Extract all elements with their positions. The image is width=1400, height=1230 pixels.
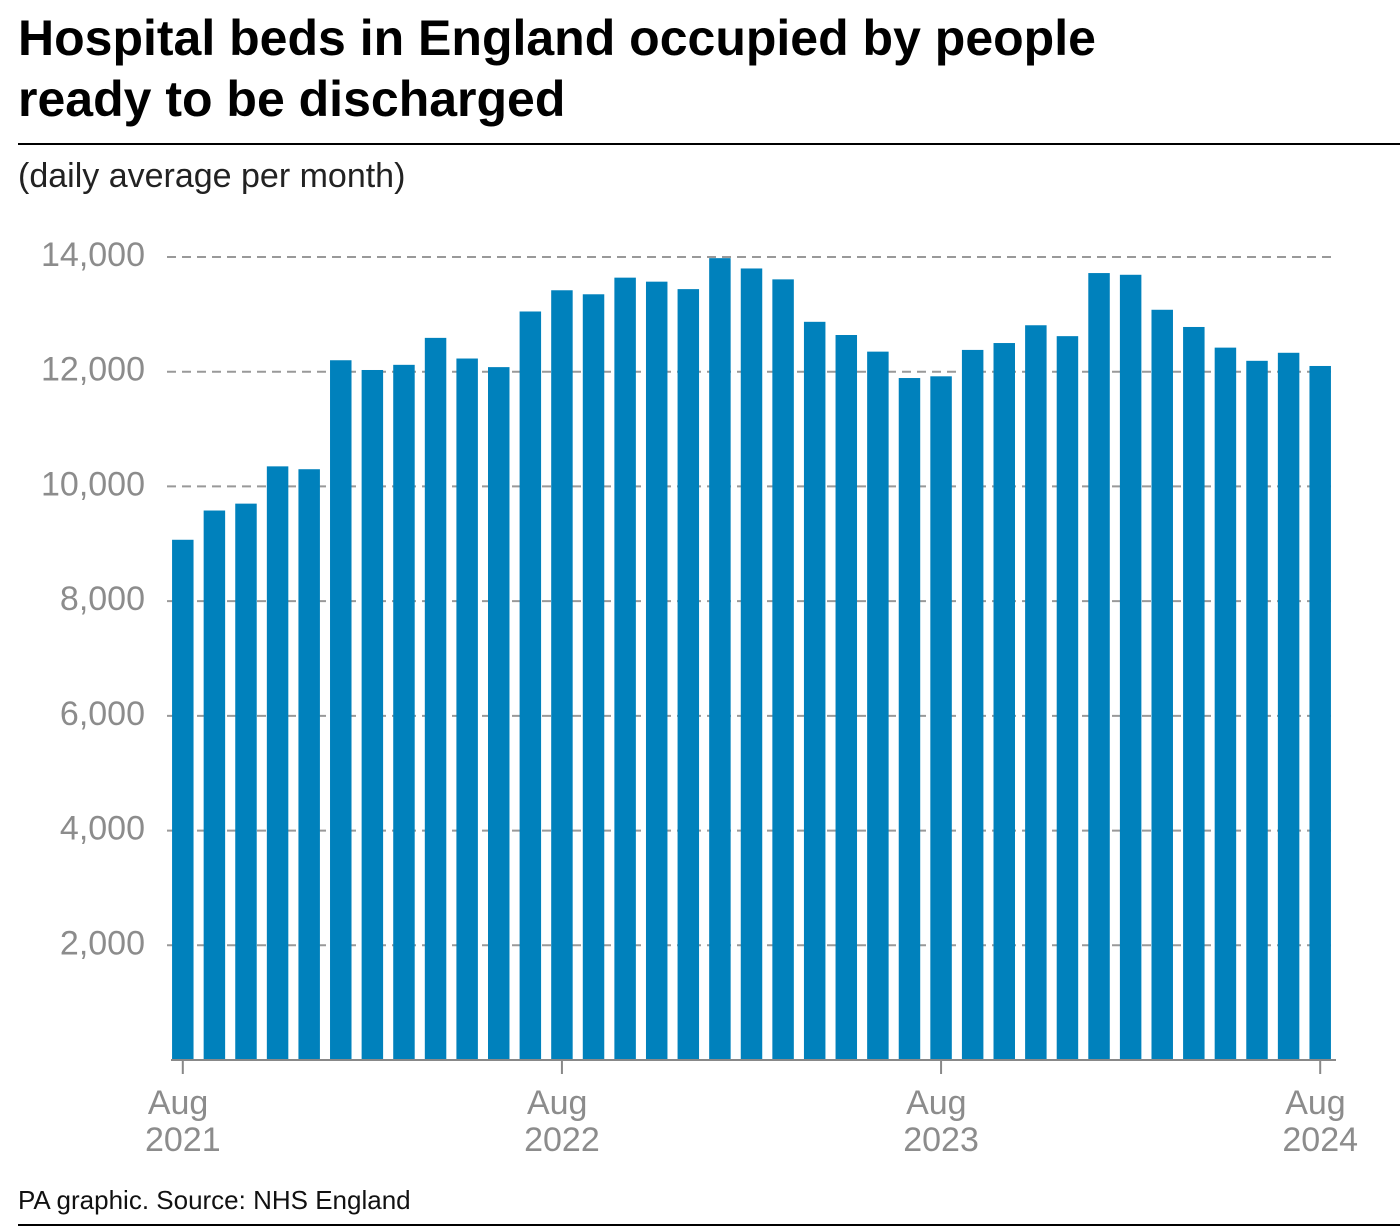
bar	[203, 510, 226, 1061]
bar	[298, 469, 320, 1060]
x-tick-label: Aug 2023	[903, 1084, 979, 1159]
y-tick-label: 10,000	[41, 465, 145, 503]
bar	[1088, 273, 1110, 1060]
x-tick-label: Aug 2024	[1282, 1084, 1358, 1159]
chart-title-line-1: Hospital beds in England occupied by peo…	[18, 10, 1096, 66]
bar	[740, 268, 763, 1060]
bar	[456, 358, 478, 1060]
bar	[519, 311, 542, 1061]
y-tick-label: 2,000	[60, 924, 145, 962]
bar	[1214, 347, 1237, 1061]
y-tick-label: 8,000	[60, 580, 145, 618]
bar	[835, 335, 858, 1060]
y-tick-label: 14,000	[41, 236, 145, 274]
bar	[803, 321, 826, 1060]
x-tick-label: Aug 2021	[145, 1084, 221, 1159]
chart-subtitle: (daily average per month)	[18, 157, 405, 195]
bar	[330, 360, 352, 1060]
y-tick-label: 6,000	[60, 695, 145, 733]
bar	[1309, 365, 1331, 1060]
bar	[393, 364, 415, 1060]
y-tick-label: 12,000	[41, 351, 145, 389]
bar	[1151, 309, 1173, 1061]
bar	[930, 376, 952, 1060]
bar	[709, 258, 731, 1060]
bar	[677, 289, 700, 1060]
bar	[266, 466, 289, 1060]
bar	[582, 294, 605, 1061]
bar	[961, 349, 984, 1060]
bar	[361, 369, 384, 1061]
bar	[614, 277, 636, 1060]
bar	[993, 343, 1015, 1060]
x-tick-label: Aug 2022	[524, 1084, 600, 1159]
bar	[235, 503, 257, 1060]
bar	[867, 351, 889, 1060]
bar	[172, 539, 194, 1060]
bar	[1246, 360, 1268, 1061]
bar	[1056, 336, 1079, 1061]
bar	[488, 367, 510, 1060]
y-tick-label: 4,000	[60, 810, 145, 848]
bar	[898, 378, 921, 1060]
bar	[1025, 325, 1047, 1060]
bar	[551, 290, 573, 1060]
bar	[424, 337, 447, 1061]
bar	[1277, 352, 1300, 1060]
chart-title-line-2: ready to be discharged	[18, 71, 565, 127]
source-note: PA graphic. Source: NHS England	[18, 1185, 411, 1215]
bar	[645, 281, 668, 1060]
bar	[1183, 326, 1205, 1060]
bar	[1119, 274, 1142, 1060]
bar	[772, 279, 794, 1061]
